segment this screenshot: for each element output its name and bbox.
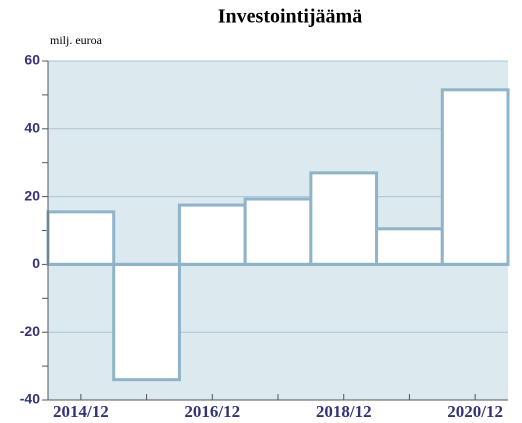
bar bbox=[177, 203, 247, 266]
y-tick-label: 40 bbox=[24, 120, 40, 136]
x-tick-label: 2020/12 bbox=[447, 402, 503, 421]
y-tick-label: 0 bbox=[32, 255, 40, 271]
bar bbox=[309, 171, 379, 266]
y-tick-label: 20 bbox=[24, 187, 40, 203]
x-tick-label: 2014/12 bbox=[53, 402, 109, 421]
chart-title: Investointijäämä bbox=[218, 6, 362, 28]
bar bbox=[243, 197, 313, 266]
y-tick-label: 60 bbox=[24, 52, 40, 68]
y-tick-label: -20 bbox=[20, 323, 40, 339]
bar bbox=[440, 88, 510, 266]
bar bbox=[46, 210, 116, 266]
x-tick-label: 2018/12 bbox=[316, 402, 372, 421]
bar bbox=[112, 262, 181, 382]
bar bbox=[375, 227, 444, 266]
y-axis-label: milj. euroa bbox=[50, 33, 103, 47]
y-tick-label: -40 bbox=[20, 391, 40, 407]
x-tick-label: 2016/12 bbox=[184, 402, 240, 421]
